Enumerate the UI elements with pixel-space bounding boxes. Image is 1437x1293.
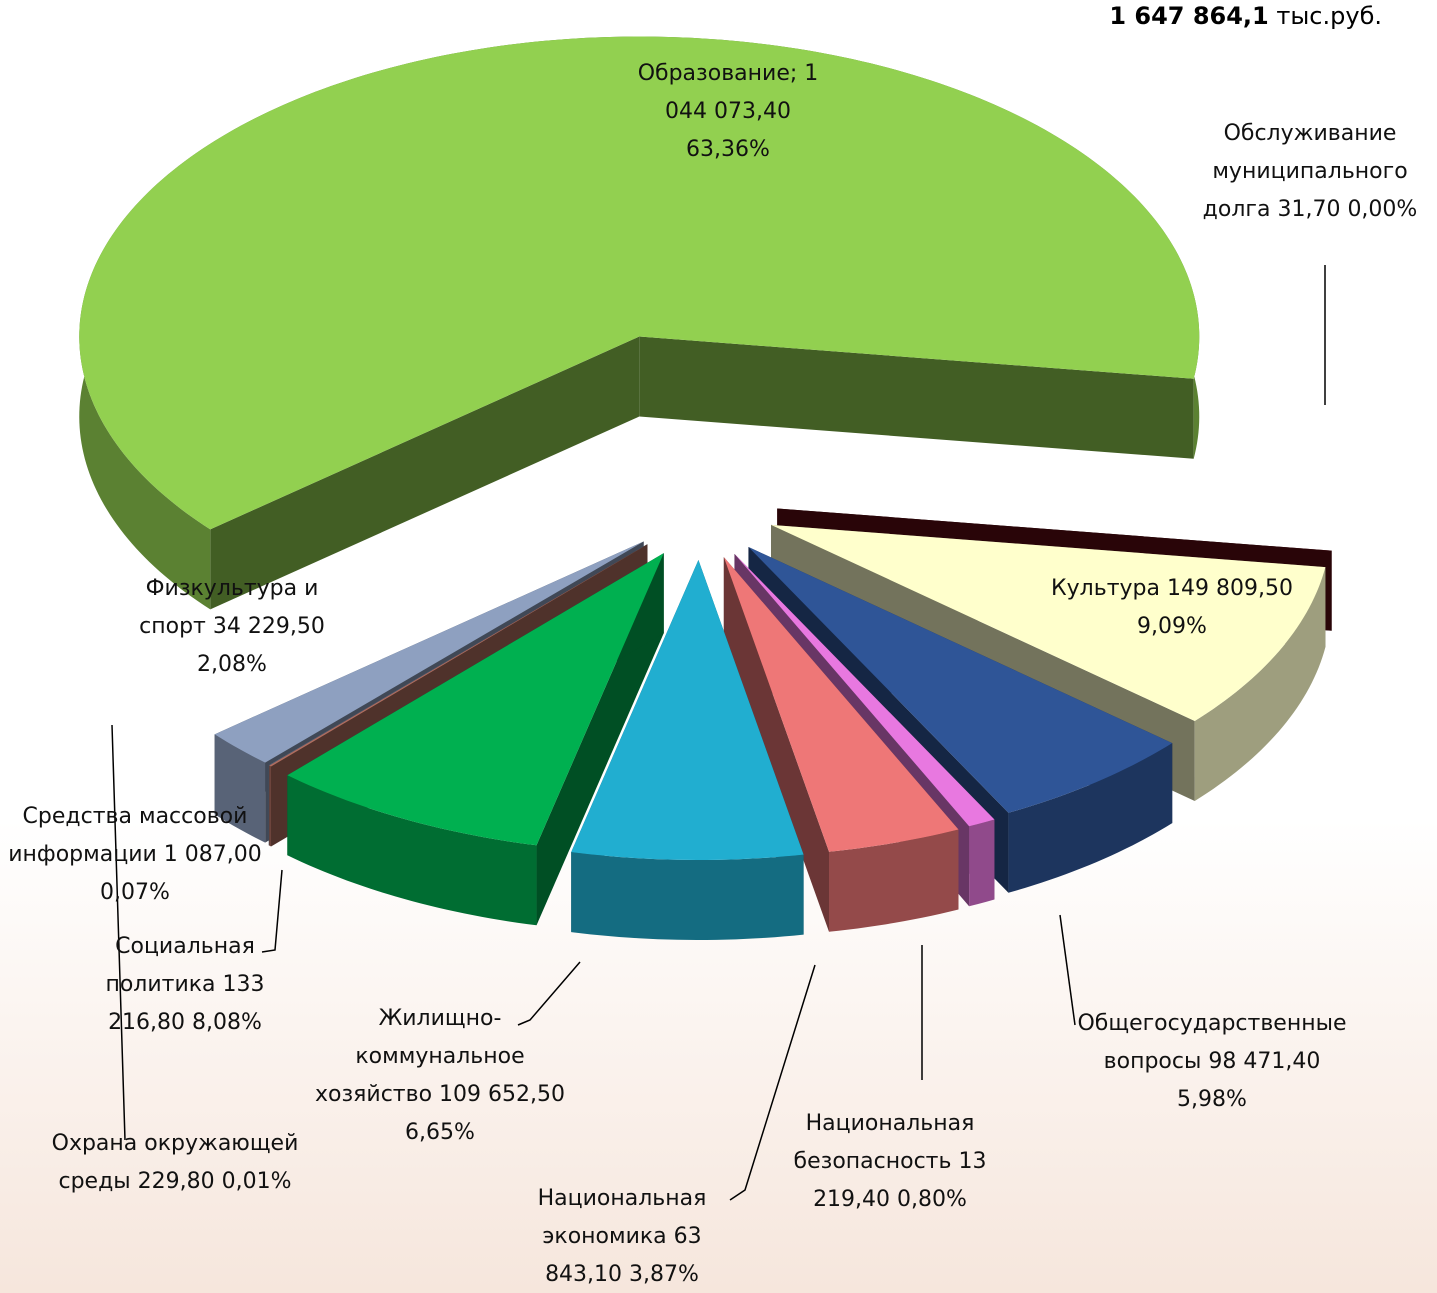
label-value: 109 652,50 (439, 1082, 565, 1107)
slice-label: Жилищно-коммунальное хозяйство 109 652,5… (315, 1000, 565, 1152)
total-title: 1 647 864,1 тыс.руб. (1109, 2, 1382, 30)
slice-label: Охрана окружающей среды 229,80 0,01% (35, 1125, 315, 1201)
label-value: 98 471,40 (1208, 1049, 1320, 1074)
label-percent: 6,65% (405, 1120, 475, 1145)
label-percent: 2,08% (197, 652, 267, 677)
label-percent: 5,98% (1177, 1087, 1247, 1112)
chart: 1 647 864,1 тыс.руб. Образование; 1 044 … (0, 0, 1437, 1293)
slice-label: Национальная безопасность 13 219,40 0,80… (770, 1105, 1010, 1219)
label-percent: 8,08% (192, 1010, 262, 1035)
label-name: Образование; (638, 61, 798, 86)
slice-label: Обслуживание муниципального долга 31,70 … (1175, 115, 1437, 229)
slice-label: Образование; 1 044 073,40 63,36% (628, 55, 828, 169)
label-value: 1 087,00 (164, 842, 262, 867)
label-name: Культура (1051, 576, 1160, 601)
label-percent: 0,07% (100, 880, 170, 905)
label-percent: 63,36% (686, 137, 770, 162)
slice-label: Общегосударственные вопросы 98 471,40 5,… (1067, 1005, 1357, 1119)
label-percent: 9,09% (1137, 614, 1207, 639)
label-percent: 0,01% (222, 1169, 292, 1194)
label-percent: 0,80% (897, 1187, 967, 1212)
label-value: 229,80 (138, 1169, 215, 1194)
slice-label: Социальная политика 133 216,80 8,08% (70, 928, 300, 1042)
slice-label: Физкультура и спорт 34 229,50 2,08% (112, 570, 352, 684)
total-value: 1 647 864,1 (1109, 2, 1268, 30)
slice-label: Национальная экономика 63 843,10 3,87% (507, 1180, 737, 1293)
slice-label: Культура 149 809,50 9,09% (1042, 570, 1302, 646)
slice-wall (969, 820, 994, 907)
label-percent: 0,00% (1347, 197, 1417, 222)
slice-label: Средства массовой информации 1 087,00 0,… (0, 798, 270, 912)
label-name: Национальная безопасность (794, 1111, 975, 1174)
label-value: 34 229,50 (213, 614, 325, 639)
label-value: 149 809,50 (1167, 576, 1293, 601)
label-percent: 3,87% (629, 1262, 699, 1287)
slice-wall (571, 852, 803, 940)
label-value: 31,70 (1277, 197, 1340, 222)
total-unit: тыс.руб. (1276, 2, 1382, 30)
